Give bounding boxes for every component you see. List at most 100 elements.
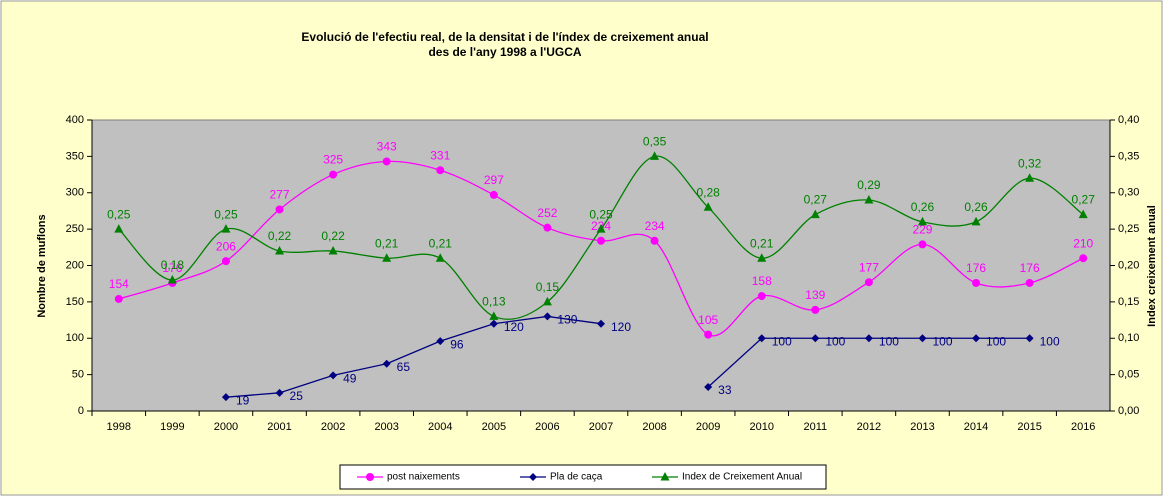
y-tick-label: 200 xyxy=(66,259,84,271)
point xyxy=(436,166,445,175)
plot-area xyxy=(91,119,1111,412)
x-tick-label: 2000 xyxy=(214,421,238,433)
legend-label: post naixements xyxy=(387,472,460,483)
data-label: 210 xyxy=(1073,236,1093,250)
point xyxy=(864,278,873,287)
data-label: 234 xyxy=(645,219,665,233)
point xyxy=(971,216,981,226)
point xyxy=(704,382,713,391)
data-label: 0,22 xyxy=(268,229,292,243)
y2-tick-label: 0,10 xyxy=(1118,332,1139,344)
point xyxy=(972,334,981,343)
point xyxy=(1079,254,1088,263)
y-tick-label: 50 xyxy=(72,369,84,381)
data-label: 139 xyxy=(805,288,825,302)
data-label: 0,26 xyxy=(964,200,988,214)
point xyxy=(918,334,927,343)
legend-label: Pla de caça xyxy=(550,472,603,483)
data-label: 343 xyxy=(377,140,397,154)
data-label: 0,32 xyxy=(1018,156,1042,170)
point xyxy=(328,245,338,255)
x-tick-label: 2016 xyxy=(1071,421,1095,433)
data-label: 0,27 xyxy=(1072,193,1096,207)
y-tick-label: 150 xyxy=(66,296,84,308)
legend-marker xyxy=(529,473,537,481)
point xyxy=(650,151,660,160)
data-label: 0,21 xyxy=(429,236,453,250)
point xyxy=(810,209,820,219)
point xyxy=(489,190,498,199)
x-tick-label: 2015 xyxy=(1017,421,1041,433)
data-label: 0,18 xyxy=(161,258,185,272)
point xyxy=(382,359,391,368)
point xyxy=(811,305,820,314)
point xyxy=(221,393,230,402)
data-label: 100 xyxy=(932,334,952,348)
y-axis-label: Nombre de muflons xyxy=(36,214,48,317)
legend-label: Index de Creixement Anual xyxy=(682,472,802,483)
point xyxy=(489,311,499,320)
y2-tick-label: 0,05 xyxy=(1118,369,1139,381)
x-tick-label: 2005 xyxy=(482,421,506,433)
x-tick-label: 2002 xyxy=(321,421,345,433)
point xyxy=(757,292,766,301)
data-label: 0,26 xyxy=(911,200,935,214)
point xyxy=(329,170,338,179)
point xyxy=(757,334,766,343)
data-label: 177 xyxy=(859,260,879,274)
x-tick-label: 2009 xyxy=(696,421,720,433)
point xyxy=(489,319,498,328)
data-label: 100 xyxy=(879,334,899,348)
data-label: 100 xyxy=(772,334,792,348)
data-label: 176 xyxy=(162,261,182,275)
x-tick-label: 2011 xyxy=(803,421,827,433)
point xyxy=(329,371,338,380)
y2-tick-label: 0,35 xyxy=(1118,150,1139,162)
x-tick-label: 2003 xyxy=(374,421,398,433)
data-label: 0,22 xyxy=(321,229,345,243)
x-tick-label: 2006 xyxy=(535,421,559,433)
point xyxy=(221,224,231,233)
data-label: 0,21 xyxy=(375,236,399,250)
x-tick-label: 2007 xyxy=(589,421,613,433)
y2-tick-label: 0,20 xyxy=(1118,259,1139,271)
y2-axis-label: Index creixement anual xyxy=(1146,205,1158,327)
data-label: 120 xyxy=(611,320,631,334)
point xyxy=(972,278,981,287)
legend xyxy=(339,464,827,490)
point xyxy=(811,334,820,343)
y-tick-label: 300 xyxy=(66,187,84,199)
point xyxy=(597,319,605,328)
x-tick-label: 2010 xyxy=(749,421,773,433)
point xyxy=(864,195,874,204)
y2-tick-label: 0,15 xyxy=(1118,296,1139,308)
data-label: 277 xyxy=(270,188,290,202)
data-label: 120 xyxy=(504,320,524,334)
x-tick-label: 1998 xyxy=(107,421,131,433)
data-label: 325 xyxy=(323,153,343,167)
data-label: 0,15 xyxy=(536,280,560,294)
point xyxy=(596,224,606,233)
data-label: 100 xyxy=(825,334,845,348)
point xyxy=(918,240,927,249)
data-label: 154 xyxy=(109,277,129,291)
data-label: 176 xyxy=(966,261,986,275)
point xyxy=(167,275,177,284)
x-tick-label: 2004 xyxy=(428,421,452,433)
x-tick-label: 2012 xyxy=(857,421,881,433)
data-label: 0,28 xyxy=(696,185,720,199)
y-tick-label: 350 xyxy=(66,150,84,162)
data-label: 158 xyxy=(752,274,772,288)
x-tick-label: 2014 xyxy=(964,421,988,433)
point xyxy=(114,224,124,233)
data-label: 0,35 xyxy=(643,135,667,149)
data-label: 49 xyxy=(343,372,357,386)
data-label: 33 xyxy=(718,383,732,397)
data-label: 0,29 xyxy=(857,178,881,192)
data-label: 229 xyxy=(912,223,932,237)
data-label: 96 xyxy=(450,337,464,351)
data-label: 65 xyxy=(397,360,411,374)
data-label: 19 xyxy=(236,393,250,407)
